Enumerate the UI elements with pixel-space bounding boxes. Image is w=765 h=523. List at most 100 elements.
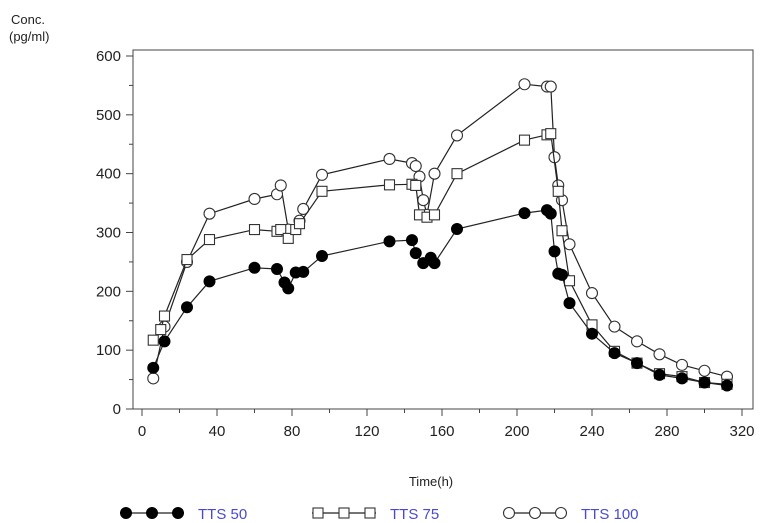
axes-group: 0 40 80 120 160 200 240 280 320 0 100 200 300 400 500 6…: [96, 48, 755, 440]
data-point-tts-50: [653, 368, 666, 381]
data-point-tts-100: [450, 129, 464, 142]
y-tick-label: 200: [96, 283, 121, 300]
data-point-tts-75: [158, 310, 171, 322]
series-layer: [147, 78, 734, 392]
legend-label-tts-75: TTS 75: [390, 506, 439, 523]
legend-marker-tts-75: [364, 507, 376, 519]
data-point-tts-100: [585, 287, 599, 300]
x-tick-label: 0: [138, 423, 146, 440]
data-point-tts-100: [675, 358, 689, 371]
legend-label-tts-50: TTS 50: [198, 506, 247, 523]
series-tts-100: [147, 78, 734, 385]
data-point-tts-50: [698, 376, 711, 389]
y-axis-title-line1: Conc.: [11, 12, 45, 27]
data-point-tts-75: [556, 225, 568, 237]
data-point-tts-50: [147, 361, 160, 374]
data-point-tts-100: [563, 238, 576, 251]
x-tick-label: 200: [504, 423, 529, 440]
data-point-tts-100: [518, 78, 531, 91]
legend-marker-tts-100: [502, 506, 516, 520]
data-point-tts-50: [608, 347, 621, 360]
data-point-tts-50: [428, 257, 441, 270]
data-point-tts-75: [518, 134, 531, 146]
x-tick-label: 160: [429, 423, 454, 440]
data-point-tts-50: [383, 235, 396, 248]
data-point-tts-75: [203, 234, 216, 246]
data-point-tts-75: [383, 179, 396, 191]
legend-marker-tts-50: [172, 507, 184, 519]
data-point-tts-100: [315, 168, 329, 181]
data-point-tts-50: [556, 268, 568, 281]
data-point-tts-100: [608, 320, 621, 333]
legend-marker-tts-50: [146, 507, 158, 519]
data-point-tts-50: [271, 262, 283, 275]
data-point-tts-50: [563, 297, 576, 310]
data-point-tts-75: [545, 128, 557, 140]
data-point-tts-50: [544, 207, 557, 220]
data-point-tts-75: [282, 232, 294, 244]
data-point-tts-100: [630, 335, 644, 348]
data-point-tts-100: [203, 207, 216, 220]
data-point-tts-75: [410, 179, 422, 191]
y-axis-title-line2: (pg/ml): [9, 29, 49, 44]
data-point-tts-50: [158, 335, 171, 348]
x-tick-label: 120: [354, 423, 379, 440]
data-point-tts-50: [409, 247, 422, 260]
x-axis-title: Time(h): [409, 474, 453, 489]
data-point-tts-50: [406, 234, 418, 247]
legend-marker-tts-50: [120, 507, 132, 519]
x-tick-label: 320: [729, 423, 754, 440]
data-point-tts-100: [428, 167, 441, 180]
data-point-tts-100: [698, 364, 711, 377]
data-point-tts-75: [316, 185, 328, 197]
data-point-tts-75: [293, 218, 306, 230]
data-point-tts-75: [552, 185, 564, 197]
y-tick-label: 600: [96, 48, 121, 65]
legend-marker-tts-75: [312, 507, 324, 519]
data-point-tts-100: [409, 159, 422, 173]
y-tick-label: 500: [96, 107, 121, 124]
legend-label-tts-100: TTS 100: [581, 506, 639, 523]
x-tick-label: 40: [209, 423, 226, 440]
x-tick-label: 80: [284, 423, 301, 440]
y-tick-label: 400: [96, 166, 121, 183]
series-tts-75: [147, 128, 733, 390]
data-point-tts-100: [248, 192, 261, 206]
data-point-tts-100: [544, 80, 557, 93]
data-point-tts-50: [451, 222, 463, 235]
legend-marker-tts-75: [338, 507, 350, 519]
data-point-tts-100: [297, 202, 310, 216]
data-point-tts-100: [653, 348, 666, 361]
data-point-tts-50: [181, 301, 193, 314]
data-point-tts-50: [631, 357, 643, 370]
data-point-tts-75: [155, 324, 167, 336]
plot-area-frame: [132, 49, 754, 410]
data-point-tts-50: [721, 379, 733, 392]
data-point-tts-50: [248, 261, 261, 274]
legend: TTS 50 TTS 75 TTS 100: [120, 506, 639, 523]
data-point-tts-75: [563, 275, 576, 287]
data-point-tts-75: [428, 209, 441, 221]
y-tick-label: 100: [96, 342, 121, 359]
x-tick-label: 280: [654, 423, 679, 440]
y-tick-label: 0: [113, 401, 121, 418]
y-tick-label: 300: [96, 225, 121, 242]
data-point-tts-50: [548, 245, 561, 258]
data-point-tts-100: [274, 179, 287, 192]
series-line-tts-100: [152, 83, 728, 379]
legend-marker-tts-100: [554, 506, 568, 520]
data-point-tts-50: [518, 207, 531, 220]
data-point-tts-50: [676, 372, 688, 385]
data-point-tts-50: [203, 275, 216, 288]
data-point-tts-50: [586, 327, 598, 340]
data-point-tts-100: [147, 372, 160, 385]
legend-entry-tts-75: TTS 75: [312, 506, 439, 523]
data-point-tts-75: [181, 254, 193, 266]
data-point-tts-100: [383, 152, 396, 166]
data-point-tts-50: [297, 265, 310, 278]
data-point-tts-50: [282, 282, 295, 295]
data-point-tts-75: [248, 224, 261, 236]
series-line-tts-75: [152, 132, 728, 385]
data-point-tts-100: [417, 194, 430, 207]
